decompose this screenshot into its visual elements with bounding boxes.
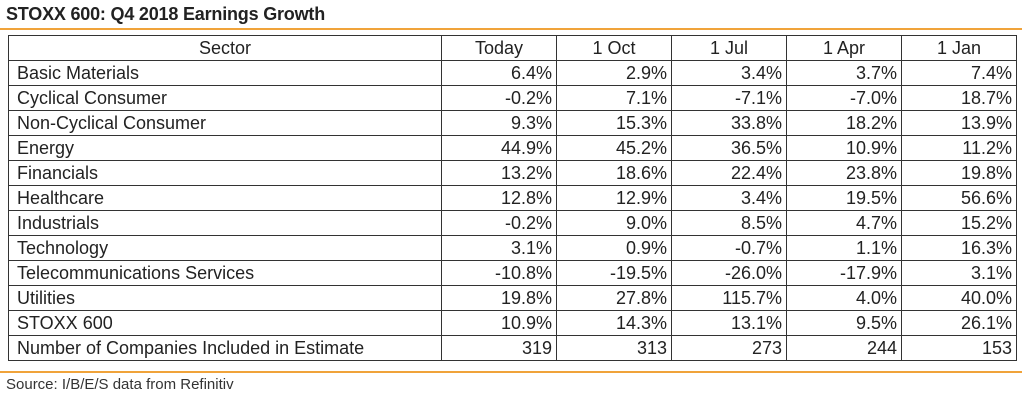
- value-cell: 10.9%: [441, 310, 557, 336]
- value-cell: 44.9%: [441, 135, 557, 161]
- value-cell: 56.6%: [901, 185, 1017, 211]
- sector-name-cell: Technology: [8, 235, 442, 261]
- source-note: Source: I/B/E/S data from Refinitiv: [6, 376, 234, 393]
- value-cell: 11.2%: [901, 135, 1017, 161]
- header-1-jan: 1 Jan: [901, 35, 1017, 61]
- value-cell: 26.1%: [901, 310, 1017, 336]
- table-row: Cyclical Consumer -0.2% 7.1% -7.1% -7.0% 18.7…: [8, 85, 1017, 111]
- sector-name-cell: Industrials: [8, 210, 442, 236]
- value-cell: -10.8%: [441, 260, 557, 286]
- table-row: Non-Cyclical Consumer 9.3% 15.3% 33.8% 18.2%…: [8, 110, 1017, 136]
- value-cell: 19.5%: [786, 185, 902, 211]
- value-cell: 15.2%: [901, 210, 1017, 236]
- value-cell: 23.8%: [786, 160, 902, 186]
- value-cell: 9.5%: [786, 310, 902, 336]
- sector-name-cell: STOXX 600: [8, 310, 442, 336]
- sector-name-cell: Number of Companies Included in Estimate: [8, 335, 442, 361]
- sector-name-cell: Basic Materials: [8, 60, 442, 86]
- value-cell: 13.2%: [441, 160, 557, 186]
- value-cell: 1.1%: [786, 235, 902, 261]
- table-row: STOXX 600 10.9% 14.3% 13.1% 9.5% 26.1%: [8, 310, 1017, 336]
- value-cell: 18.7%: [901, 85, 1017, 111]
- table-row: Number of Companies Included in Estimate…: [8, 335, 1017, 361]
- value-cell: 3.1%: [441, 235, 557, 261]
- value-cell: 12.8%: [441, 185, 557, 211]
- value-cell: -17.9%: [786, 260, 902, 286]
- value-cell: 8.5%: [671, 210, 787, 236]
- table-row: Technology 3.1% 0.9% -0.7% 1.1% 16.3%: [8, 235, 1017, 261]
- value-cell: 45.2%: [556, 135, 672, 161]
- value-cell: -0.2%: [441, 85, 557, 111]
- value-cell: 13.1%: [671, 310, 787, 336]
- value-cell: 13.9%: [901, 110, 1017, 136]
- value-cell: 3.1%: [901, 260, 1017, 286]
- value-cell: 6.4%: [441, 60, 557, 86]
- value-cell: 19.8%: [901, 160, 1017, 186]
- header-sector: Sector: [8, 35, 442, 61]
- sector-name-cell: Cyclical Consumer: [8, 85, 442, 111]
- bottom-divider: [0, 371, 1022, 373]
- value-cell: 4.7%: [786, 210, 902, 236]
- value-cell: 19.8%: [441, 285, 557, 311]
- table-row: Industrials -0.2% 9.0% 8.5% 4.7% 15.2%: [8, 210, 1017, 236]
- value-cell: 2.9%: [556, 60, 672, 86]
- value-cell: 273: [671, 335, 787, 361]
- table-row: Healthcare 12.8% 12.9% 3.4% 19.5% 56.6%: [8, 185, 1017, 211]
- sector-name-cell: Financials: [8, 160, 442, 186]
- value-cell: 16.3%: [901, 235, 1017, 261]
- top-divider: [0, 28, 1022, 30]
- value-cell: 33.8%: [671, 110, 787, 136]
- value-cell: 319: [441, 335, 557, 361]
- value-cell: -7.1%: [671, 85, 787, 111]
- table-body: Basic Materials 6.4% 2.9% 3.4% 3.7% 7.4% Cycli…: [8, 60, 1017, 361]
- value-cell: -0.2%: [441, 210, 557, 236]
- value-cell: -7.0%: [786, 85, 902, 111]
- earnings-growth-table: Sector Today 1 Oct 1 Jul 1 Apr 1 Jan Bas…: [8, 35, 1017, 361]
- value-cell: 9.0%: [556, 210, 672, 236]
- value-cell: 10.9%: [786, 135, 902, 161]
- table-row: Telecommunications Services -10.8% -19.5% -…: [8, 260, 1017, 286]
- sector-name-cell: Utilities: [8, 285, 442, 311]
- header-1-apr: 1 Apr: [786, 35, 902, 61]
- value-cell: -26.0%: [671, 260, 787, 286]
- sector-name-cell: Non-Cyclical Consumer: [8, 110, 442, 136]
- table-title: STOXX 600: Q4 2018 Earnings Growth: [6, 4, 325, 24]
- header-1-oct: 1 Oct: [556, 35, 672, 61]
- table-row: Utilities 19.8% 27.8% 115.7% 4.0% 40.0%: [8, 285, 1017, 311]
- value-cell: 313: [556, 335, 672, 361]
- value-cell: 27.8%: [556, 285, 672, 311]
- value-cell: 22.4%: [671, 160, 787, 186]
- value-cell: 18.2%: [786, 110, 902, 136]
- value-cell: 12.9%: [556, 185, 672, 211]
- value-cell: 244: [786, 335, 902, 361]
- header-row: Sector Today 1 Oct 1 Jul 1 Apr 1 Jan: [8, 35, 1017, 61]
- sector-name-cell: Healthcare: [8, 185, 442, 211]
- value-cell: 36.5%: [671, 135, 787, 161]
- value-cell: 3.4%: [671, 185, 787, 211]
- value-cell: 3.4%: [671, 60, 787, 86]
- header-1-jul: 1 Jul: [671, 35, 787, 61]
- value-cell: -19.5%: [556, 260, 672, 286]
- value-cell: 3.7%: [786, 60, 902, 86]
- sector-name-cell: Telecommunications Services: [8, 260, 442, 286]
- value-cell: 7.1%: [556, 85, 672, 111]
- value-cell: 40.0%: [901, 285, 1017, 311]
- table-row: Financials 13.2% 18.6% 22.4% 23.8% 19.8%: [8, 160, 1017, 186]
- header-today: Today: [441, 35, 557, 61]
- value-cell: 15.3%: [556, 110, 672, 136]
- value-cell: 153: [901, 335, 1017, 361]
- value-cell: 115.7%: [671, 285, 787, 311]
- value-cell: 18.6%: [556, 160, 672, 186]
- table-row: Basic Materials 6.4% 2.9% 3.4% 3.7% 7.4%: [8, 60, 1017, 86]
- value-cell: 0.9%: [556, 235, 672, 261]
- value-cell: 7.4%: [901, 60, 1017, 86]
- sector-name-cell: Energy: [8, 135, 442, 161]
- value-cell: 4.0%: [786, 285, 902, 311]
- table-row: Energy 44.9% 45.2% 36.5% 10.9% 11.2%: [8, 135, 1017, 161]
- value-cell: 14.3%: [556, 310, 672, 336]
- value-cell: -0.7%: [671, 235, 787, 261]
- value-cell: 9.3%: [441, 110, 557, 136]
